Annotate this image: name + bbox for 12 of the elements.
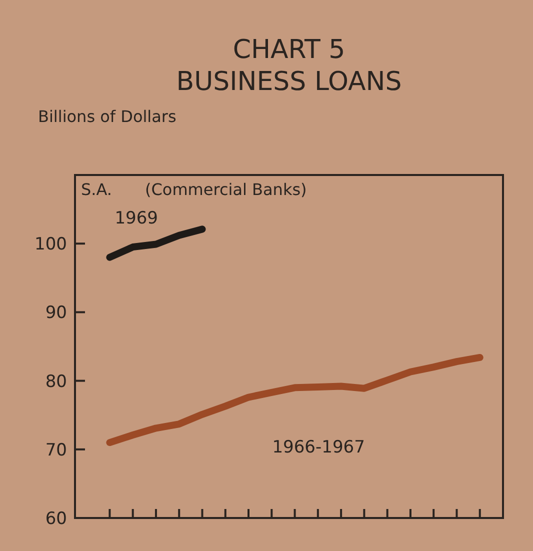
y-tick-label: 80 — [45, 372, 67, 392]
text: 1966-1967 — [272, 437, 365, 458]
series-label: 1969 — [114, 208, 158, 228]
chart-title: CHART 5 — [232, 35, 346, 65]
y-tick-label: 100 — [34, 234, 67, 255]
y-tick-label: 70 — [45, 440, 67, 460]
y-axis-title: Billions of Dollars — [38, 107, 176, 126]
chart-subtitle: BUSINESS LOANS — [176, 67, 402, 97]
annotation: (Commercial Banks) — [145, 180, 307, 199]
annotation: S.A. — [81, 180, 112, 199]
y-tick-label: 90 — [45, 303, 67, 324]
y-tick-label: 60 — [45, 508, 67, 529]
